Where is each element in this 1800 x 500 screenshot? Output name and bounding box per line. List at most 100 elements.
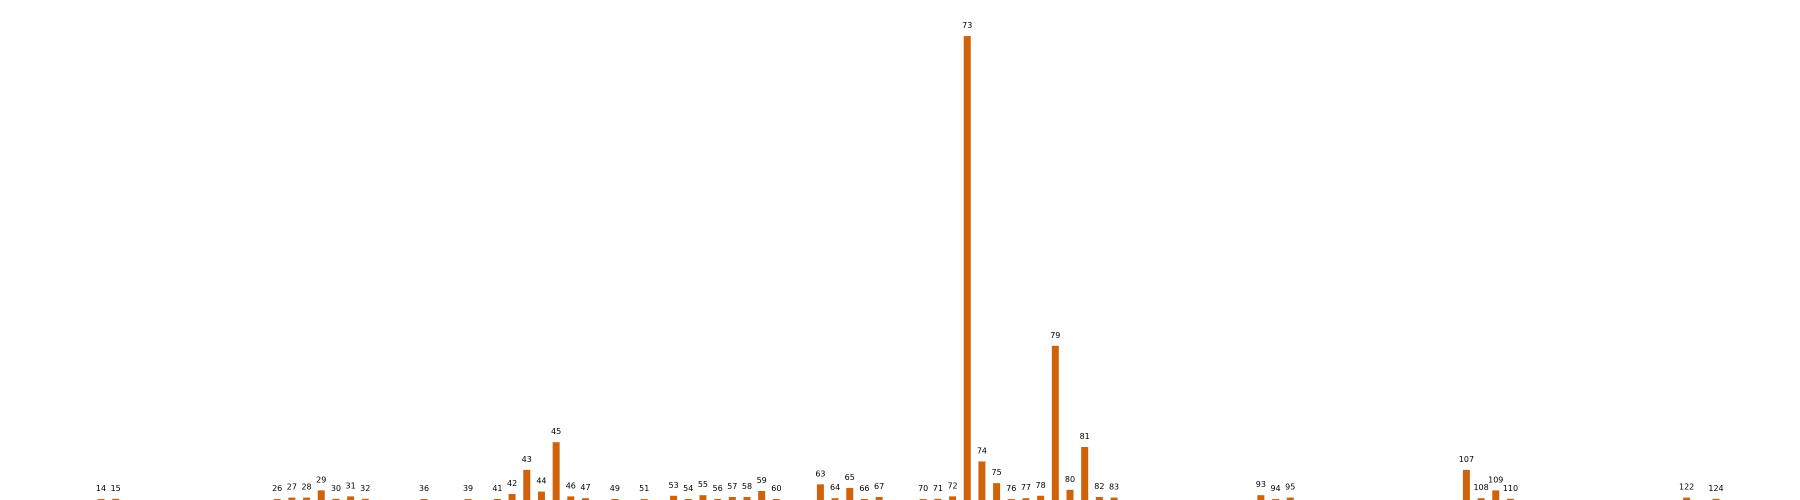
bar-label-26: 26 xyxy=(272,484,282,493)
bar-44 xyxy=(537,491,545,500)
bar-47 xyxy=(582,498,589,500)
bar-67 xyxy=(875,496,883,500)
bar-label-108: 108 xyxy=(1473,483,1488,492)
bar-109 xyxy=(1492,490,1500,500)
bar-72 xyxy=(949,496,957,500)
bar-label-58: 58 xyxy=(742,482,752,491)
bar-label-31: 31 xyxy=(345,481,355,490)
bar-label-36: 36 xyxy=(419,484,429,493)
bar-label-122: 122 xyxy=(1679,483,1694,492)
bar-label-77: 77 xyxy=(1021,483,1031,492)
bar-label-72: 72 xyxy=(947,481,957,490)
bar-label-66: 66 xyxy=(859,484,869,493)
bar-label-57: 57 xyxy=(727,482,737,491)
bar-label-80: 80 xyxy=(1065,475,1075,484)
bar-110 xyxy=(1506,498,1514,500)
bar-31 xyxy=(347,496,355,500)
bar-label-93: 93 xyxy=(1256,480,1266,489)
bar-label-124: 124 xyxy=(1708,484,1723,493)
bar-82 xyxy=(1095,496,1103,500)
bar-label-83: 83 xyxy=(1109,483,1119,492)
bar-71 xyxy=(934,498,942,500)
bar-label-64: 64 xyxy=(830,483,840,492)
bar-32 xyxy=(361,498,369,500)
bar-78 xyxy=(1037,495,1045,500)
bar-label-54: 54 xyxy=(683,484,693,493)
bar-label-51: 51 xyxy=(639,484,649,493)
bar-label-45: 45 xyxy=(551,427,561,436)
bar-label-29: 29 xyxy=(316,475,326,484)
bar-label-65: 65 xyxy=(845,473,855,482)
bar-label-76: 76 xyxy=(1006,484,1016,493)
bar-label-74: 74 xyxy=(977,446,987,455)
bar-label-47: 47 xyxy=(580,483,590,492)
bar-label-78: 78 xyxy=(1036,481,1046,490)
bar-55 xyxy=(699,495,707,500)
bar-label-42: 42 xyxy=(507,479,517,488)
bar-15 xyxy=(112,498,120,500)
bar-label-94: 94 xyxy=(1270,484,1280,493)
bar-label-14: 14 xyxy=(96,484,106,493)
bar-label-27: 27 xyxy=(287,483,297,492)
bar-label-44: 44 xyxy=(536,477,546,486)
bar-42 xyxy=(508,493,516,500)
bar-30 xyxy=(332,498,340,500)
bar-label-49: 49 xyxy=(610,484,620,493)
bar-64 xyxy=(831,498,839,500)
bar-label-32: 32 xyxy=(360,484,370,493)
bar-43 xyxy=(523,469,531,500)
bar-label-63: 63 xyxy=(815,469,825,478)
bar-80 xyxy=(1066,489,1074,500)
bar-label-95: 95 xyxy=(1285,483,1295,492)
bar-81 xyxy=(1081,446,1089,500)
bar-label-39: 39 xyxy=(463,484,473,493)
bar-53 xyxy=(670,495,678,500)
bar-93 xyxy=(1257,495,1265,500)
bar-label-55: 55 xyxy=(698,480,708,489)
bar-65 xyxy=(846,487,854,500)
bar-label-79: 79 xyxy=(1050,331,1060,340)
bar-83 xyxy=(1110,497,1118,500)
bar-77 xyxy=(1022,498,1030,500)
bar-108 xyxy=(1477,498,1485,500)
bar-label-60: 60 xyxy=(771,484,781,493)
bar-label-43: 43 xyxy=(522,455,532,464)
bar-label-71: 71 xyxy=(933,484,943,493)
bar-58 xyxy=(743,496,751,500)
bar-label-28: 28 xyxy=(301,483,311,492)
bar-45 xyxy=(552,442,560,500)
bar-label-73: 73 xyxy=(962,21,972,30)
bar-57 xyxy=(728,496,736,500)
bar-107 xyxy=(1462,469,1470,500)
bar-74 xyxy=(978,461,986,500)
bar-28 xyxy=(303,497,311,500)
bar-label-41: 41 xyxy=(492,484,502,493)
bar-46 xyxy=(567,496,575,500)
bar-63 xyxy=(816,484,824,500)
bar-124 xyxy=(1712,498,1720,500)
bar-label-67: 67 xyxy=(874,482,884,491)
bar-label-15: 15 xyxy=(111,484,121,493)
bar-label-75: 75 xyxy=(991,468,1001,477)
bar-label-56: 56 xyxy=(713,484,723,493)
bar-label-59: 59 xyxy=(757,476,767,485)
bar-label-82: 82 xyxy=(1094,482,1104,491)
bar-29 xyxy=(317,490,325,500)
bar-label-81: 81 xyxy=(1080,432,1090,441)
bar-label-109: 109 xyxy=(1488,475,1503,484)
bar-95 xyxy=(1286,497,1294,500)
bar-label-107: 107 xyxy=(1459,455,1474,464)
bar-75 xyxy=(993,483,1001,500)
bar-79 xyxy=(1051,345,1059,500)
bar-label-53: 53 xyxy=(668,481,678,490)
bar-27 xyxy=(288,497,296,500)
bar-73 xyxy=(963,36,971,500)
bar-122 xyxy=(1683,497,1691,500)
bar-label-70: 70 xyxy=(918,484,928,493)
bar-label-46: 46 xyxy=(566,481,576,490)
bar-label-110: 110 xyxy=(1503,484,1518,493)
bar-59 xyxy=(758,490,766,500)
bar-label-30: 30 xyxy=(331,484,341,493)
